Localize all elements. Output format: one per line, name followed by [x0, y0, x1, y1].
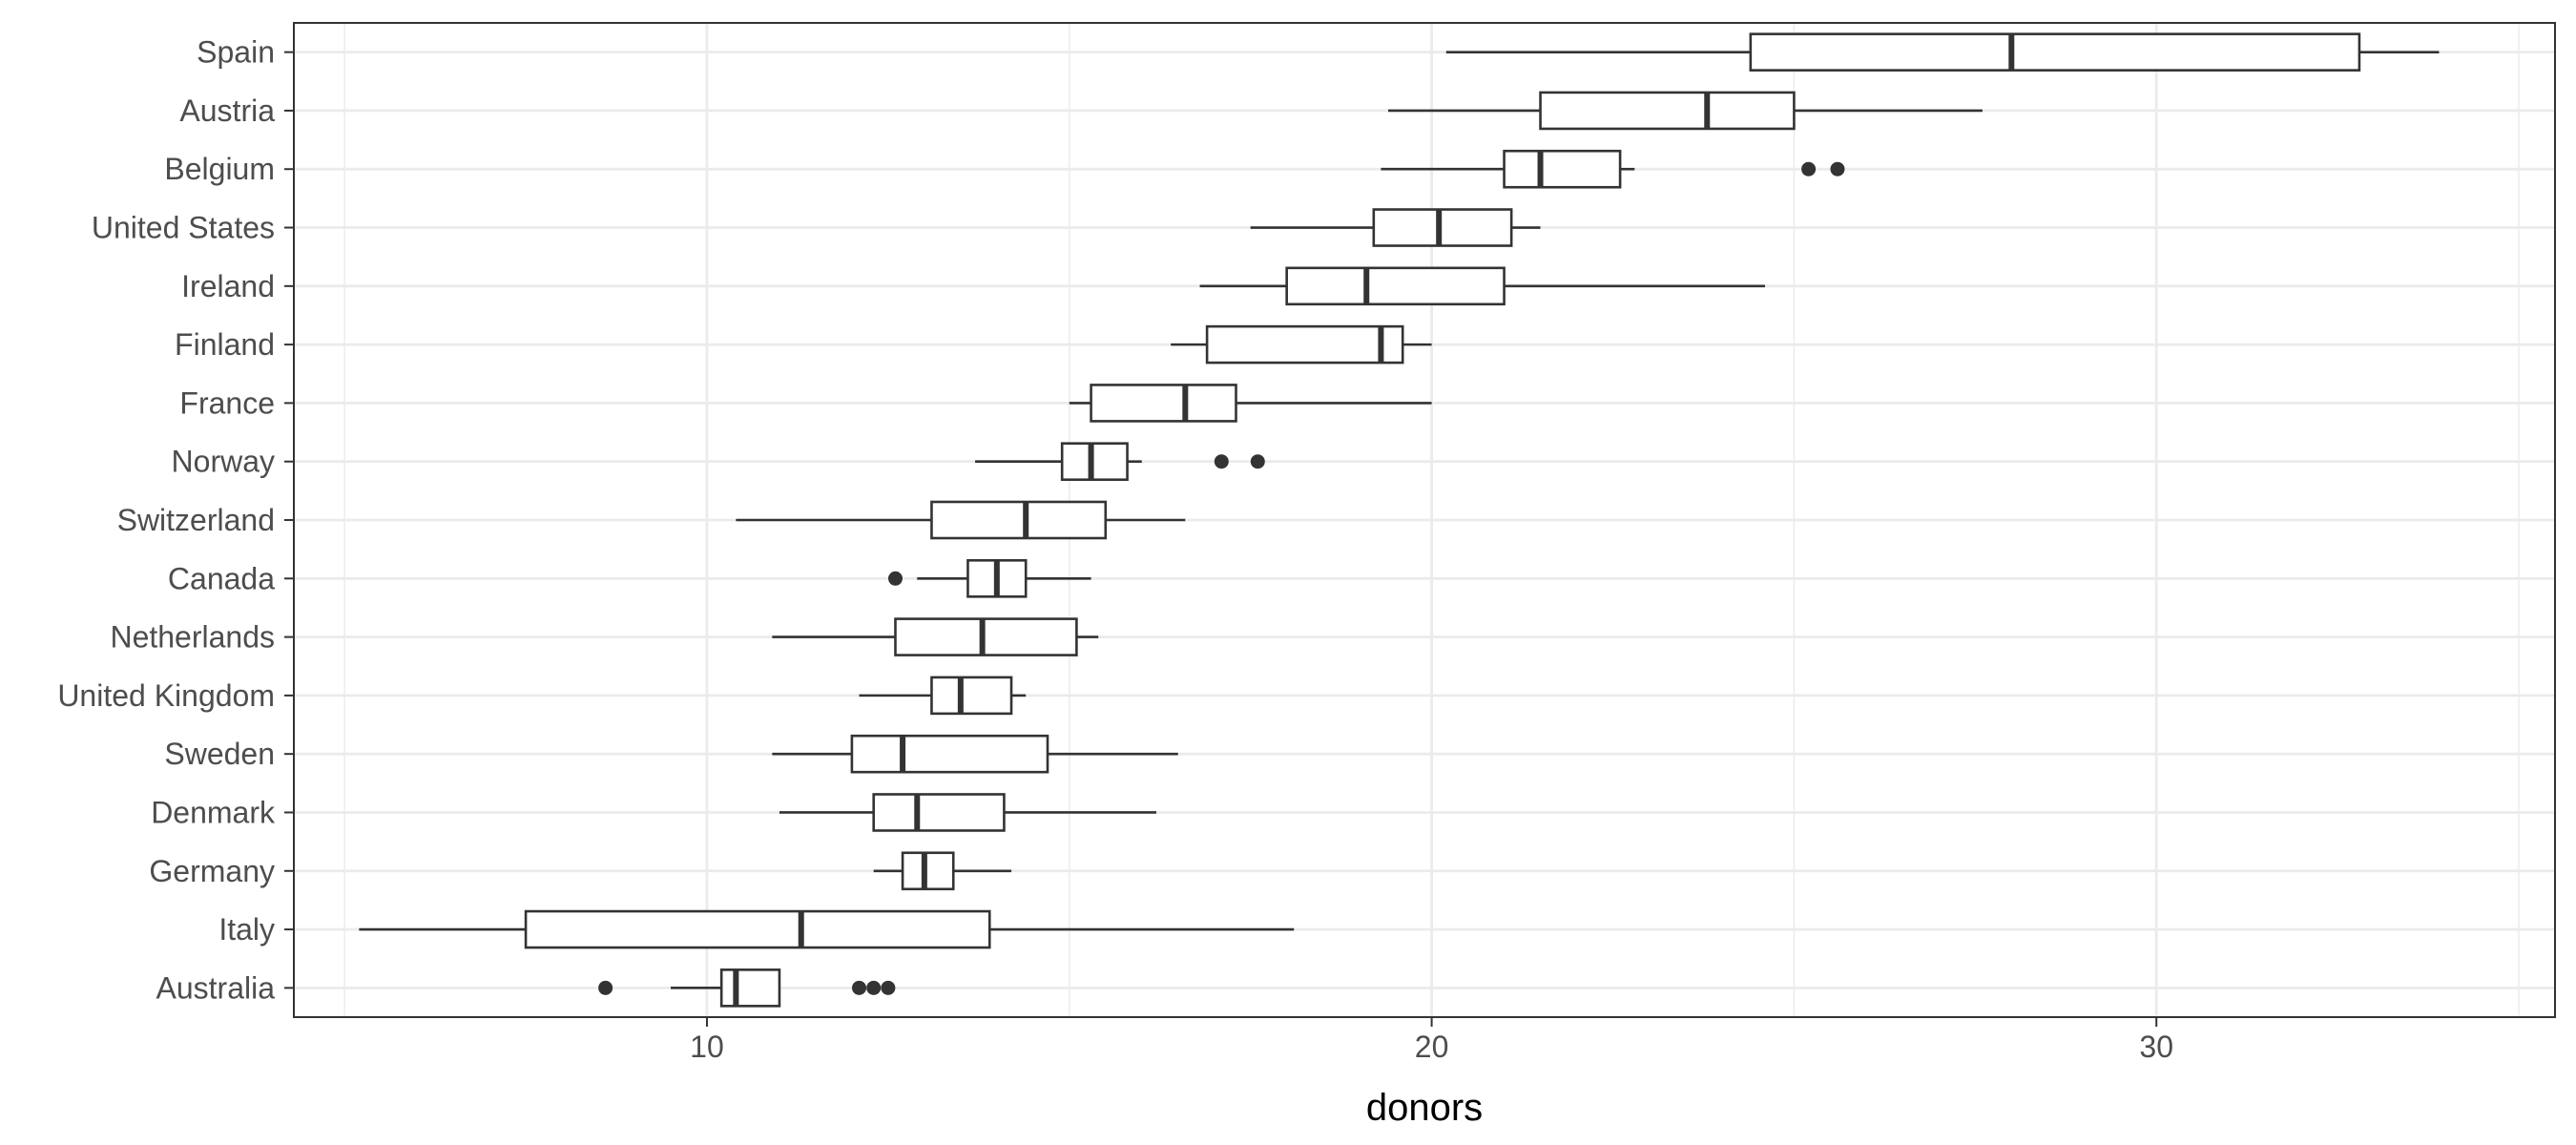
outlier-point — [1801, 161, 1817, 177]
box-iqr — [930, 676, 1013, 716]
x-axis-title: donors — [1366, 1087, 1483, 1129]
box-series — [359, 32, 2440, 1008]
y-tick-label: Italy — [218, 912, 275, 947]
box-ireland — [1199, 266, 1766, 306]
x-tick-label: 20 — [1415, 1030, 1449, 1064]
y-tick-label: Austria — [179, 94, 275, 128]
y-tick-label: Denmark — [151, 795, 276, 829]
y-tick-label: Finland — [175, 327, 275, 362]
outlier-point — [1214, 454, 1229, 469]
box-iqr — [1060, 442, 1129, 482]
box-norway — [975, 442, 1265, 482]
outlier-point — [866, 980, 882, 995]
y-tick-label: United Kingdom — [57, 678, 275, 713]
box-iqr — [719, 968, 781, 1008]
y-tick-label: Ireland — [181, 269, 275, 303]
y-tick-label: Germany — [149, 854, 275, 888]
box-iqr — [1749, 32, 2361, 72]
box-iqr — [1539, 91, 1796, 131]
box-iqr — [850, 734, 1049, 774]
box-netherlands — [772, 617, 1099, 656]
y-tick-label: Norway — [172, 445, 275, 479]
x-tick-label: 10 — [690, 1030, 724, 1064]
box-austria — [1388, 91, 1983, 131]
outlier-point — [1830, 161, 1845, 177]
box-denmark — [779, 793, 1156, 832]
box-iqr — [524, 909, 991, 949]
y-tick-label: Netherlands — [110, 620, 275, 655]
axis-ticks — [284, 51, 2158, 1027]
box-spain — [1445, 32, 2440, 72]
box-iqr — [1372, 208, 1513, 247]
box-finland — [1171, 324, 1432, 364]
outlier-point — [881, 980, 896, 995]
box-iqr — [894, 617, 1078, 656]
y-tick-label: France — [179, 385, 275, 420]
box-belgium — [1381, 149, 1845, 189]
box-italy — [359, 909, 1295, 949]
y-tick-label: Canada — [168, 561, 275, 595]
box-sweden — [772, 734, 1178, 774]
box-iqr — [872, 793, 1006, 832]
y-tick-label: Sweden — [164, 737, 275, 771]
y-tick-label: Switzerland — [117, 503, 275, 537]
outlier-point — [852, 980, 866, 995]
box-switzerland — [736, 500, 1186, 540]
x-axis-labels: 10 20 30 — [690, 1030, 2173, 1064]
box-united-kingdom — [859, 676, 1027, 716]
y-tick-label: Australia — [156, 970, 276, 1005]
box-canada — [887, 558, 1091, 598]
box-france — [1069, 384, 1432, 423]
outlier-point — [887, 571, 903, 586]
box-iqr — [901, 851, 955, 891]
box-iqr — [1090, 384, 1237, 423]
y-tick-label: Belgium — [164, 152, 275, 186]
box-iqr — [1285, 266, 1506, 306]
box-australia — [598, 968, 896, 1008]
x-tick-label: 30 — [2139, 1030, 2173, 1064]
box-iqr — [930, 500, 1108, 540]
y-tick-label: United States — [92, 211, 275, 245]
box-united-states — [1250, 208, 1541, 247]
outlier-point — [598, 980, 613, 995]
box-iqr — [1503, 149, 1622, 189]
outlier-point — [1250, 454, 1265, 469]
y-axis-labels: Spain Austria Belgium United States Ireland F… — [57, 35, 276, 1006]
y-tick-label: Spain — [197, 35, 275, 70]
box-germany — [873, 851, 1012, 891]
box-iqr — [1205, 324, 1404, 364]
